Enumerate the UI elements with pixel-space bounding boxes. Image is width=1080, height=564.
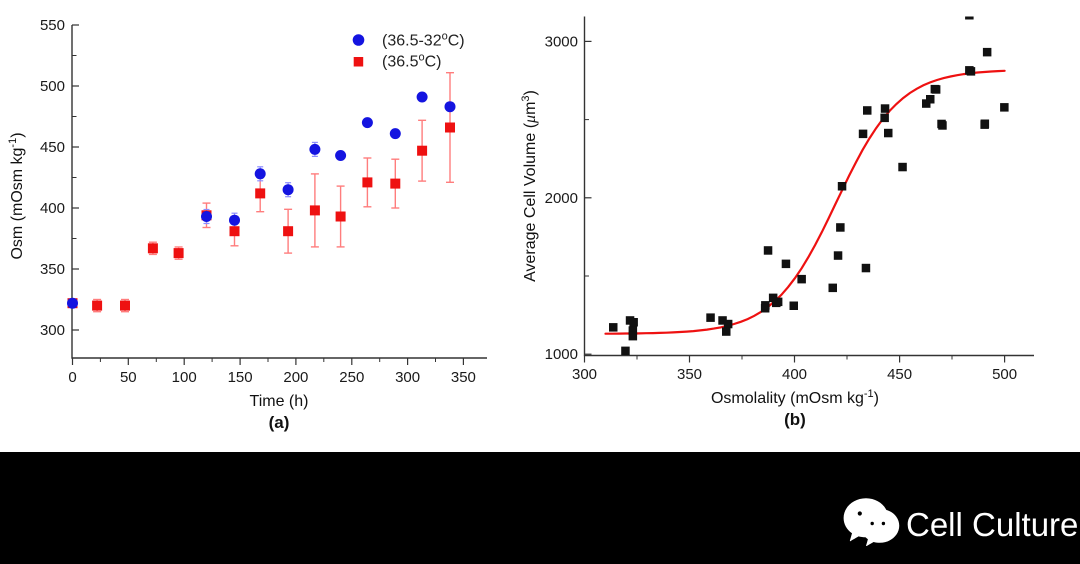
svg-text:350: 350 (40, 261, 65, 278)
svg-text:50: 50 (120, 369, 137, 386)
svg-text:100: 100 (172, 369, 197, 386)
svg-text:3000: 3000 (545, 34, 578, 51)
svg-text:400: 400 (40, 200, 65, 217)
svg-text:450: 450 (40, 139, 65, 156)
svg-text:200: 200 (283, 369, 308, 386)
svg-text:Cell Culture: Cell Culture (906, 506, 1078, 543)
svg-text:1000: 1000 (545, 346, 578, 363)
svg-text:350: 350 (677, 366, 702, 383)
svg-text:400: 400 (782, 366, 807, 383)
svg-text:Osmolality (mOsm kg-1): Osmolality (mOsm kg-1) (711, 388, 879, 407)
svg-text:(a): (a) (269, 413, 290, 432)
svg-text:300: 300 (572, 366, 597, 383)
svg-text:2000: 2000 (545, 190, 578, 207)
svg-text:500: 500 (40, 78, 65, 95)
svg-text:Osm (mOsm kg-1): Osm (mOsm kg-1) (7, 132, 26, 259)
svg-text:550: 550 (40, 17, 65, 34)
svg-text:300: 300 (395, 369, 420, 386)
svg-text:450: 450 (887, 366, 912, 383)
svg-text:250: 250 (339, 369, 364, 386)
svg-text:(36.5-32oC): (36.5-32oC) (382, 31, 465, 50)
svg-text:(36.5oC): (36.5oC) (382, 52, 441, 71)
svg-text:Time (h): Time (h) (250, 393, 309, 410)
svg-text:0: 0 (68, 369, 76, 386)
svg-text:Average Cell Volume (μm3): Average Cell Volume (μm3) (520, 90, 539, 282)
svg-text:350: 350 (451, 369, 476, 386)
svg-text:150: 150 (228, 369, 253, 386)
svg-text:(b): (b) (784, 410, 806, 429)
svg-text:300: 300 (40, 322, 65, 339)
svg-text:500: 500 (992, 366, 1017, 383)
